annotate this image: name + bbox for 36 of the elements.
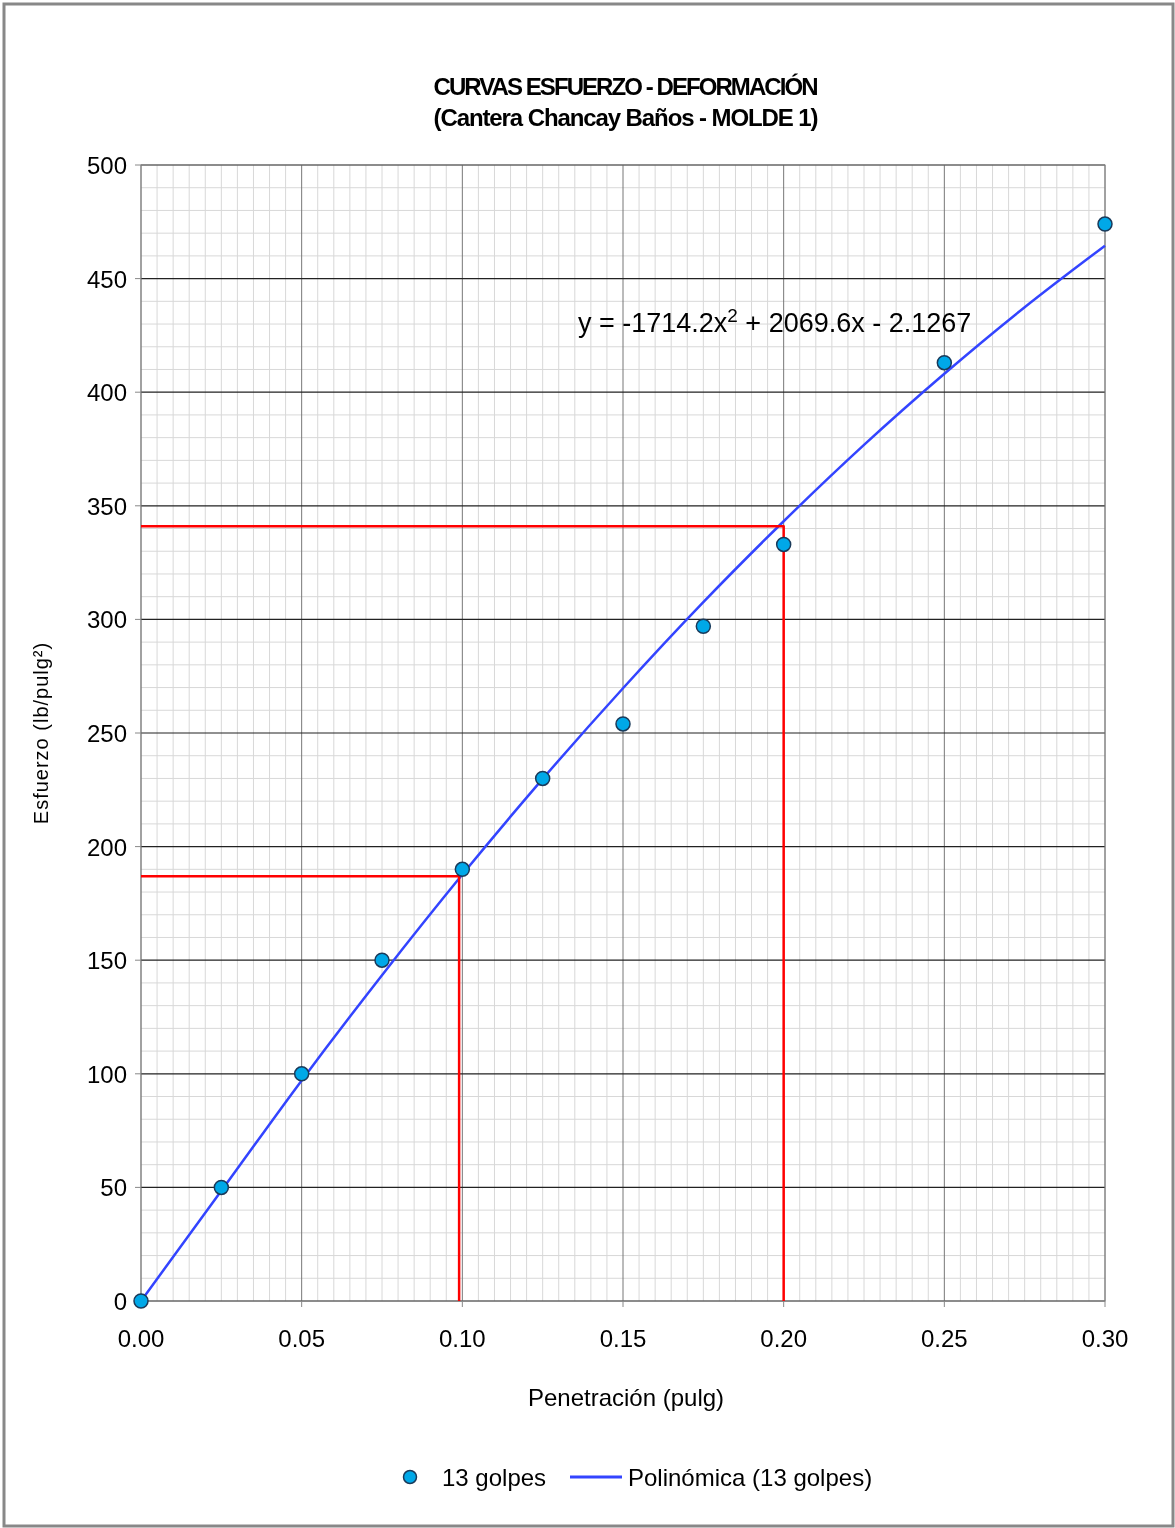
point bbox=[1097, 216, 1113, 232]
point bbox=[374, 952, 390, 968]
x-tick-label: 0.00 bbox=[117, 1325, 165, 1352]
y-tick-label: 100 bbox=[86, 1060, 127, 1088]
x-tick-label: 0.30 bbox=[1081, 1325, 1129, 1352]
point bbox=[534, 770, 551, 787]
legend-label: 13 golpes bbox=[442, 1464, 547, 1491]
y-tick-label: 500 bbox=[86, 152, 127, 179]
y-tick-label: 300 bbox=[86, 606, 127, 634]
point bbox=[454, 861, 471, 878]
y-tick-label: 250 bbox=[86, 720, 127, 747]
y-tick-label: 200 bbox=[86, 833, 127, 861]
y-tick-label: 450 bbox=[86, 265, 127, 293]
point bbox=[936, 354, 953, 371]
point bbox=[213, 1179, 230, 1196]
y-tick-label: 0 bbox=[113, 1288, 127, 1315]
x-tick-label: 0.20 bbox=[760, 1325, 808, 1352]
y-tick-label: 50 bbox=[100, 1174, 127, 1202]
legend-label: Polinómica (13 golpes) bbox=[628, 1464, 873, 1491]
point bbox=[695, 618, 712, 634]
point bbox=[293, 1066, 310, 1082]
y-axis-title: Esfuerzo (lb/pulg²) bbox=[30, 641, 52, 825]
x-tick-label: 0.15 bbox=[599, 1325, 647, 1352]
x-tick-label: 0.05 bbox=[278, 1325, 326, 1352]
annotation: y = -1714.2x$^{2}$ + 2069.6x - 2.1267 bbox=[578, 304, 972, 338]
y-tick-label: 150 bbox=[86, 947, 127, 975]
point bbox=[775, 536, 792, 553]
chart-subtitle: (Cantera Chancay Baños - MOLDE 1) bbox=[433, 104, 819, 131]
chart-title: CURVAS ESFUERZO - DEFORMACIÓN bbox=[433, 73, 819, 100]
point bbox=[615, 716, 631, 732]
y-tick-label: 350 bbox=[86, 492, 127, 520]
x-tick-label: 0.10 bbox=[438, 1325, 486, 1352]
y-tick-label: 400 bbox=[86, 379, 127, 407]
point bbox=[133, 1293, 149, 1309]
x-axis-title: Penetración (pulg) bbox=[527, 1384, 725, 1411]
x-tick-label: 0.25 bbox=[920, 1325, 968, 1352]
